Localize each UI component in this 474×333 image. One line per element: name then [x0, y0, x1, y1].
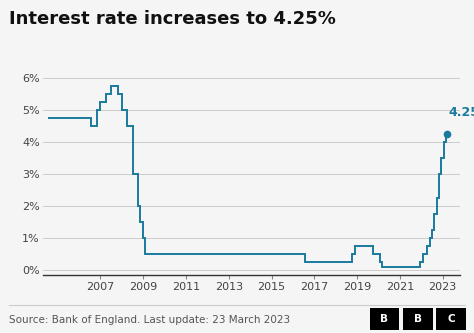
FancyBboxPatch shape: [403, 308, 433, 330]
Text: B: B: [414, 314, 422, 324]
Text: 4.25%: 4.25%: [448, 106, 474, 119]
Text: C: C: [447, 314, 455, 324]
FancyBboxPatch shape: [436, 308, 466, 330]
Text: Source: Bank of England. Last update: 23 March 2023: Source: Bank of England. Last update: 23…: [9, 315, 291, 325]
Text: B: B: [381, 314, 389, 324]
FancyBboxPatch shape: [370, 308, 399, 330]
Text: Interest rate increases to 4.25%: Interest rate increases to 4.25%: [9, 10, 337, 28]
